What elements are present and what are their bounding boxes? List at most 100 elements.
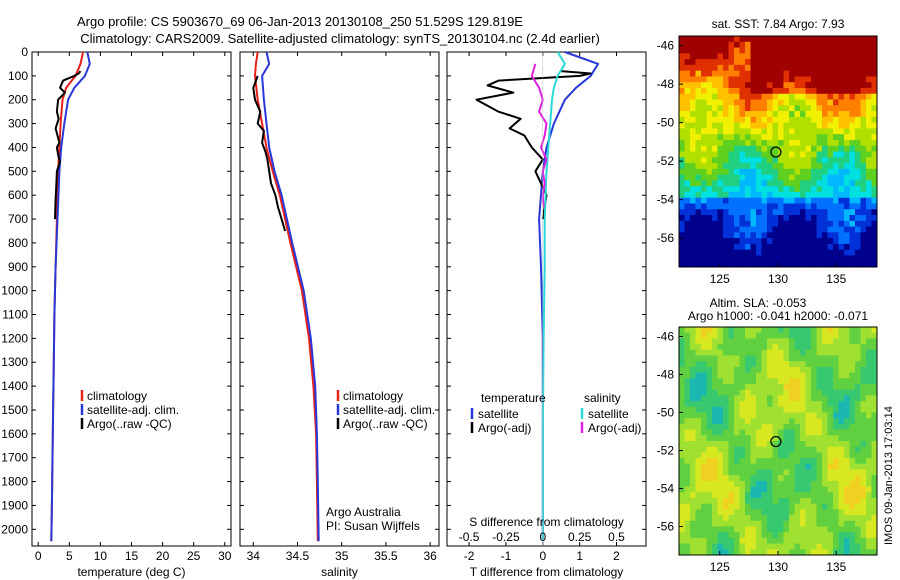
heatmap-cell xyxy=(844,520,850,527)
heatmap-cell xyxy=(811,395,817,402)
heatmap-cell xyxy=(816,332,823,339)
heatmap-cell xyxy=(816,116,823,124)
heatmap-cell xyxy=(849,122,856,129)
heatmap-cell xyxy=(750,70,757,77)
heatmap-cell xyxy=(701,389,707,396)
heatmap-cell xyxy=(684,509,691,516)
heatmap-cell xyxy=(690,163,696,170)
heatmap-cell xyxy=(866,503,872,510)
heatmap-cell xyxy=(805,372,812,379)
heatmap-cell xyxy=(684,64,691,72)
heatmap-cell xyxy=(866,332,872,339)
heatmap-cell xyxy=(855,458,861,465)
heatmap-cell xyxy=(734,492,740,499)
heatmap-cell xyxy=(772,537,779,545)
heatmap-cell xyxy=(778,338,784,345)
heatmap-cell xyxy=(772,355,779,362)
heatmap-cell xyxy=(717,64,724,72)
heatmap-cell xyxy=(855,395,861,402)
heatmap-cell xyxy=(695,475,702,482)
heatmap-cell xyxy=(734,446,740,453)
heatmap-cell xyxy=(712,249,718,256)
heatmap-cell xyxy=(866,53,872,60)
heatmap-cell xyxy=(844,446,850,453)
heatmap-cell xyxy=(871,480,878,488)
heatmap-cell xyxy=(871,59,878,66)
heatmap-cell xyxy=(827,395,834,402)
heatmap-cell xyxy=(690,191,696,199)
heatmap-cell xyxy=(822,520,828,527)
heatmap-cell xyxy=(811,520,817,527)
heatmap-cell xyxy=(833,191,839,199)
heatmap-cell xyxy=(794,338,801,345)
heatmap-cell xyxy=(822,549,828,556)
heatmap-cell xyxy=(712,366,718,374)
heatmap-cell xyxy=(695,87,702,95)
heatmap-cell xyxy=(811,122,817,129)
heatmap-cell xyxy=(750,41,757,49)
x-tick-label: 20 xyxy=(156,549,170,563)
heatmap-cell xyxy=(701,418,707,425)
heatmap-cell xyxy=(756,157,762,164)
heatmap-cell xyxy=(745,498,751,505)
heatmap-cell xyxy=(723,515,729,522)
heatmap-cell xyxy=(866,401,872,408)
heatmap-cell xyxy=(679,47,685,54)
y-tick-label: 1600 xyxy=(1,427,28,441)
heatmap-cell xyxy=(783,526,790,533)
heatmap-cell xyxy=(695,492,702,499)
heatmap-cell xyxy=(789,486,795,493)
heatmap-cell xyxy=(684,327,691,334)
heatmap-cell xyxy=(844,157,850,164)
heatmap-cell xyxy=(695,361,702,368)
heatmap-cell xyxy=(717,412,724,419)
heatmap-cell xyxy=(866,344,872,351)
heatmap-cell xyxy=(849,226,856,233)
heatmap-cell xyxy=(816,76,823,83)
heatmap-cell xyxy=(690,441,696,448)
heatmap-cell xyxy=(723,53,729,60)
heatmap-cell xyxy=(844,395,850,402)
heatmap-cell xyxy=(679,338,685,345)
heatmap-cell xyxy=(838,378,845,385)
heatmap-cell xyxy=(756,99,762,106)
heatmap-cell xyxy=(690,384,696,391)
heatmap-cell xyxy=(800,255,806,262)
x-tick-label: -2 xyxy=(464,549,475,563)
heatmap-cell xyxy=(800,82,806,89)
heatmap-cell xyxy=(712,486,718,493)
heatmap-cell xyxy=(690,532,696,539)
heatmap-cell xyxy=(855,87,861,95)
heatmap-cell xyxy=(767,87,773,95)
heatmap-cell xyxy=(684,537,691,545)
heatmap-cell xyxy=(871,355,878,362)
heatmap-cell xyxy=(871,111,878,118)
heatmap-cell xyxy=(717,249,724,256)
heatmap-cell xyxy=(772,249,779,256)
heatmap-cell xyxy=(778,249,784,256)
heatmap-cell xyxy=(844,139,850,147)
heatmap-cell xyxy=(701,76,707,83)
heatmap-cell xyxy=(739,435,746,442)
heatmap-cell xyxy=(778,503,784,510)
heatmap-cell xyxy=(761,99,768,106)
heatmap-cell xyxy=(866,157,872,164)
heatmap-cell xyxy=(794,220,801,228)
heatmap-cell xyxy=(745,344,751,351)
heatmap-cell xyxy=(794,378,801,385)
heatmap-cell xyxy=(701,128,707,135)
heatmap-cell xyxy=(811,64,817,72)
heatmap-cell xyxy=(866,105,872,112)
heatmap-cell xyxy=(739,203,746,210)
heatmap-cell xyxy=(712,87,718,95)
heatmap-cell xyxy=(778,344,784,351)
heatmap-cell xyxy=(690,70,696,77)
heatmap-cell xyxy=(871,180,878,187)
heatmap-cell xyxy=(849,261,856,268)
heatmap-cell xyxy=(767,372,773,379)
heatmap-cell xyxy=(860,332,867,339)
heatmap-cell xyxy=(838,549,845,556)
heatmap-cell xyxy=(778,520,784,527)
heatmap-cell xyxy=(778,215,784,222)
heatmap-cell xyxy=(684,332,691,339)
